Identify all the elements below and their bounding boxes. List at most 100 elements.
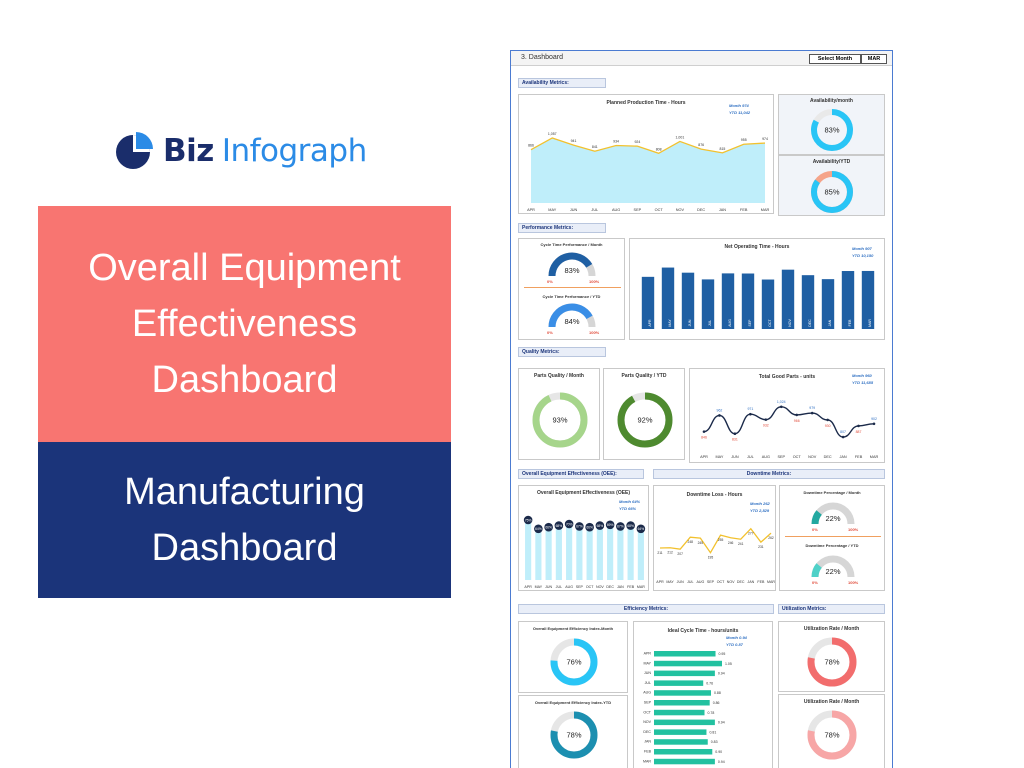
tick-label-feb: FEB <box>855 455 863 459</box>
dashboard-topbar: 3. Dashboard Select Month MAR <box>511 51 892 66</box>
data-label-feb: 231 <box>758 545 764 549</box>
utilization-section-header: Utilization Metrics: <box>778 604 885 614</box>
data-label-apr: 75% <box>525 518 532 522</box>
availability-ytd-panel: Availability/YTD 85% <box>778 155 885 216</box>
logo-word-infograph: Infograph <box>221 133 367 169</box>
bar-mar <box>861 270 875 329</box>
data-label-may: 212 <box>667 551 673 555</box>
total-good-parts-panel: Total Good Parts - units Month 960 YTD 1… <box>689 368 885 463</box>
tick-label-sep: SEP <box>707 580 715 584</box>
planned-production-title: Planned Production Time - Hours <box>606 100 686 106</box>
series-line <box>703 406 875 438</box>
oee-chart: 75% APR 64% MAY 66% JUN 68% JUL 70% AUG 67% SEP 66% O… <box>523 515 646 589</box>
month-selector[interactable]: MAR <box>861 54 887 64</box>
data-label-sep: 0.86 <box>713 701 720 705</box>
data-label-jul: 248 <box>688 540 694 544</box>
gauge-fill <box>811 563 823 578</box>
data-label-apr: 866 <box>528 144 534 148</box>
data-label-dec: 69% <box>607 523 614 527</box>
parts-quality-month-panel: Parts Quality / Month 93% <box>518 368 600 460</box>
data-label-apr: 846 <box>701 436 707 440</box>
bar-aug <box>721 273 735 329</box>
bar-may <box>535 528 542 580</box>
tick-label-nov: NOV <box>808 455 817 459</box>
cycle-time-panel: Cycle Time Performance / Month 83% 0% 10… <box>518 238 625 340</box>
cycle-divider <box>524 287 621 288</box>
efficiency-index-month-panel: Overall Equipment Efficiency Index-Month… <box>518 621 628 693</box>
label-dot-jun <box>544 522 553 532</box>
tick-label-aug: AUG <box>728 319 732 327</box>
cycle-month-max: 100% <box>589 279 600 284</box>
label-dot-jul <box>554 521 564 530</box>
tick-label-jan: JAN <box>617 585 624 589</box>
tick-label-jul: JUL <box>687 580 693 584</box>
bar-feb <box>841 271 855 329</box>
data-label-apr: 0.95 <box>719 652 726 656</box>
data-label-jun: 831 <box>732 438 738 442</box>
tick-label-jun: JUN <box>688 319 692 326</box>
label-dot-oct <box>585 522 594 532</box>
data-label-oct: 808 <box>656 147 662 151</box>
bar-may <box>654 660 722 667</box>
bar-jan <box>821 279 835 329</box>
point-aug <box>764 418 768 421</box>
bar-nov <box>654 719 715 726</box>
series-line <box>659 527 772 554</box>
tick-label-mar: MAR <box>767 580 775 584</box>
data-label-apr: 211 <box>657 551 662 555</box>
tick-label-dec: DEC <box>606 585 614 589</box>
tick-label-sep: SEP <box>576 585 584 589</box>
data-label-jan: 277 <box>748 532 754 536</box>
data-label-oct: 255 <box>718 538 724 542</box>
cycle-month-title: Cycle Time Performance / Month <box>540 242 603 247</box>
downtime-pct-month-gauge: 22% <box>811 502 855 525</box>
dashboard-tab-title: 3. Dashboard <box>521 54 564 61</box>
data-label-feb: 955 <box>741 138 747 142</box>
gauge-fill <box>617 392 673 448</box>
quality-section-header: Quality Metrics: <box>518 347 606 357</box>
tick-label-nov: NOV <box>788 319 792 327</box>
gauge-fill <box>807 710 857 760</box>
label-dot-feb <box>626 521 635 530</box>
tick-label-dec: DEC <box>737 580 745 584</box>
gauge-value: 85% <box>824 188 839 197</box>
data-label-feb: 68% <box>627 524 634 528</box>
point-mar <box>872 422 876 426</box>
tick-label-jun: JUN <box>570 208 578 212</box>
tick-label-jul: JUL <box>708 320 712 326</box>
oee-note-month: Month 64% <box>619 499 641 504</box>
tick-label-mar: MAR <box>868 319 872 327</box>
select-month-label: Select Month <box>809 54 861 64</box>
slide-title: Overall Equipment Effectiveness Dashboar… <box>88 247 401 401</box>
availability-month-title: Availability/month <box>810 98 853 104</box>
tick-label-jun: JUN <box>731 455 739 459</box>
parts-quality-month-title: Parts Quality / Month <box>533 373 584 379</box>
downtime-pct-ytd-title: Downtime Percentage / YTD <box>805 543 859 548</box>
downtime-percentage-panel: Downtime Percentage / Month 22% 0% 100% … <box>779 485 885 591</box>
point-jun <box>733 432 737 436</box>
gauge-value: 22% <box>825 567 840 576</box>
tick-label-oct: OCT <box>655 208 664 212</box>
bar-jun <box>654 670 715 677</box>
data-label-may: 962 <box>717 408 723 412</box>
tick-label-jun: JUN <box>677 580 684 584</box>
tick-label-dec: DEC <box>824 455 832 459</box>
data-label-aug: 245 <box>698 541 704 545</box>
label-dot-mar <box>636 524 646 534</box>
ideal-cycle-time-panel: Ideal Cycle Time - hours/units Month 0.9… <box>633 621 773 768</box>
efficiency-index-ytd-panel: Overall Equipment Efficiency Index-YTD 7… <box>518 695 628 768</box>
tick-label-mar: MAR <box>870 455 879 459</box>
tick-label-sep: SEP <box>777 455 785 459</box>
gauge-value: 83% <box>824 126 839 135</box>
net-operating-panel: Net Operating Time - Hours Month 907 YTD… <box>629 238 885 340</box>
tick-label-aug: AUG <box>643 691 651 695</box>
utilization-rate-month2-gauge: 78% <box>807 710 857 760</box>
tick-label-jun: JUN <box>644 671 651 675</box>
bar-jan <box>617 526 624 580</box>
gauge-value: 84% <box>564 317 579 326</box>
data-label-dec: 0.81 <box>709 730 716 734</box>
data-label-jun: 207 <box>677 552 683 556</box>
cycle-ytd-max: 100% <box>589 330 600 335</box>
data-label-aug: 70% <box>566 522 573 526</box>
tick-label-may: MAY <box>548 208 556 212</box>
